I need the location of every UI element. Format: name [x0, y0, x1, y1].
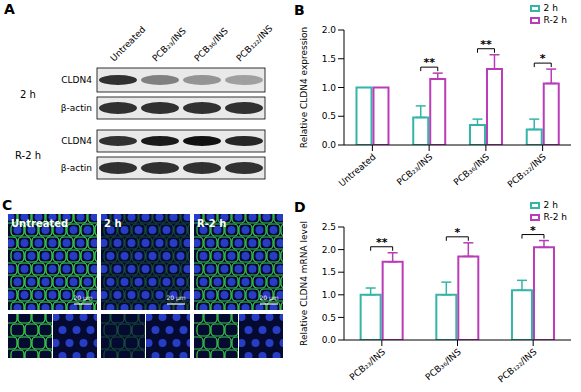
svg-text:PCB₁₂₂/INS: PCB₁₂₂/INS — [496, 347, 539, 385]
svg-text:PCB₂₃/INS: PCB₂₃/INS — [150, 26, 188, 64]
svg-text:R-2 h: R-2 h — [15, 150, 41, 161]
svg-text:PCB₂₃/INS: PCB₂₃/INS — [348, 347, 388, 383]
svg-text:0.5: 0.5 — [322, 111, 336, 121]
svg-text:2.5: 2.5 — [322, 222, 336, 232]
svg-text:0.5: 0.5 — [322, 313, 336, 323]
html-text:2 h: 2 h — [543, 3, 558, 13]
html-text:B: B — [294, 2, 305, 18]
svg-text:PCB₃₆/INS: PCB₃₆/INS — [452, 152, 492, 188]
svg-text:20 μm: 20 μm — [73, 294, 92, 302]
svg-text:**: ** — [376, 236, 388, 249]
svg-text:Untreated: Untreated — [108, 24, 147, 63]
svg-text:2 h: 2 h — [20, 89, 36, 100]
svg-text:*: * — [454, 226, 460, 239]
svg-text:2.0: 2.0 — [322, 25, 337, 35]
svg-text:**: ** — [423, 56, 435, 69]
svg-text:CLDN4: CLDN4 — [61, 136, 92, 146]
svg-text:1.5: 1.5 — [322, 54, 336, 64]
svg-text:2 h: 2 h — [104, 218, 122, 229]
svg-text:Untreated: Untreated — [337, 152, 378, 189]
svg-text:PCB₂₃/INS: PCB₂₃/INS — [395, 152, 435, 188]
html-text:D: D — [294, 199, 306, 215]
svg-text:1.0: 1.0 — [322, 290, 337, 300]
svg-text:A: A — [4, 1, 15, 17]
html-text:R-2 h: R-2 h — [543, 212, 567, 222]
svg-text:C: C — [2, 197, 12, 213]
svg-text:CLDN4: CLDN4 — [61, 75, 92, 85]
svg-text:β-actin: β-actin — [61, 163, 92, 173]
svg-text:R-2 h: R-2 h — [197, 218, 226, 229]
svg-text:0.0: 0.0 — [322, 140, 337, 150]
svg-text:PCB₃₆/INS: PCB₃₆/INS — [423, 347, 463, 383]
svg-text:β-actin: β-actin — [61, 103, 92, 113]
svg-text:1.5: 1.5 — [322, 267, 336, 277]
svg-text:*: * — [530, 224, 536, 237]
svg-text:Untreated: Untreated — [11, 218, 68, 229]
svg-text:2.0: 2.0 — [322, 245, 337, 255]
svg-text:*: * — [540, 52, 546, 65]
svg-text:0.0: 0.0 — [322, 335, 337, 345]
svg-text:PCB₃₆/INS: PCB₃₆/INS — [192, 26, 230, 64]
svg-text:PCB₁₂₂/INS: PCB₁₂₂/INS — [234, 23, 274, 63]
svg-text:Relative CLDN4 expression: Relative CLDN4 expression — [299, 27, 309, 148]
svg-text:20 μm: 20 μm — [166, 294, 185, 302]
html-text:R-2 h: R-2 h — [543, 15, 567, 25]
svg-text:PCB₁₂₂/INS: PCB₁₂₂/INS — [506, 152, 549, 190]
svg-text:1.0: 1.0 — [322, 83, 337, 93]
svg-text:**: ** — [480, 38, 492, 51]
svg-text:Relative CLDN4 mRNA level: Relative CLDN4 mRNA level — [299, 221, 309, 346]
html-text:2 h: 2 h — [543, 200, 558, 210]
svg-text:20 μm: 20 μm — [259, 294, 278, 302]
